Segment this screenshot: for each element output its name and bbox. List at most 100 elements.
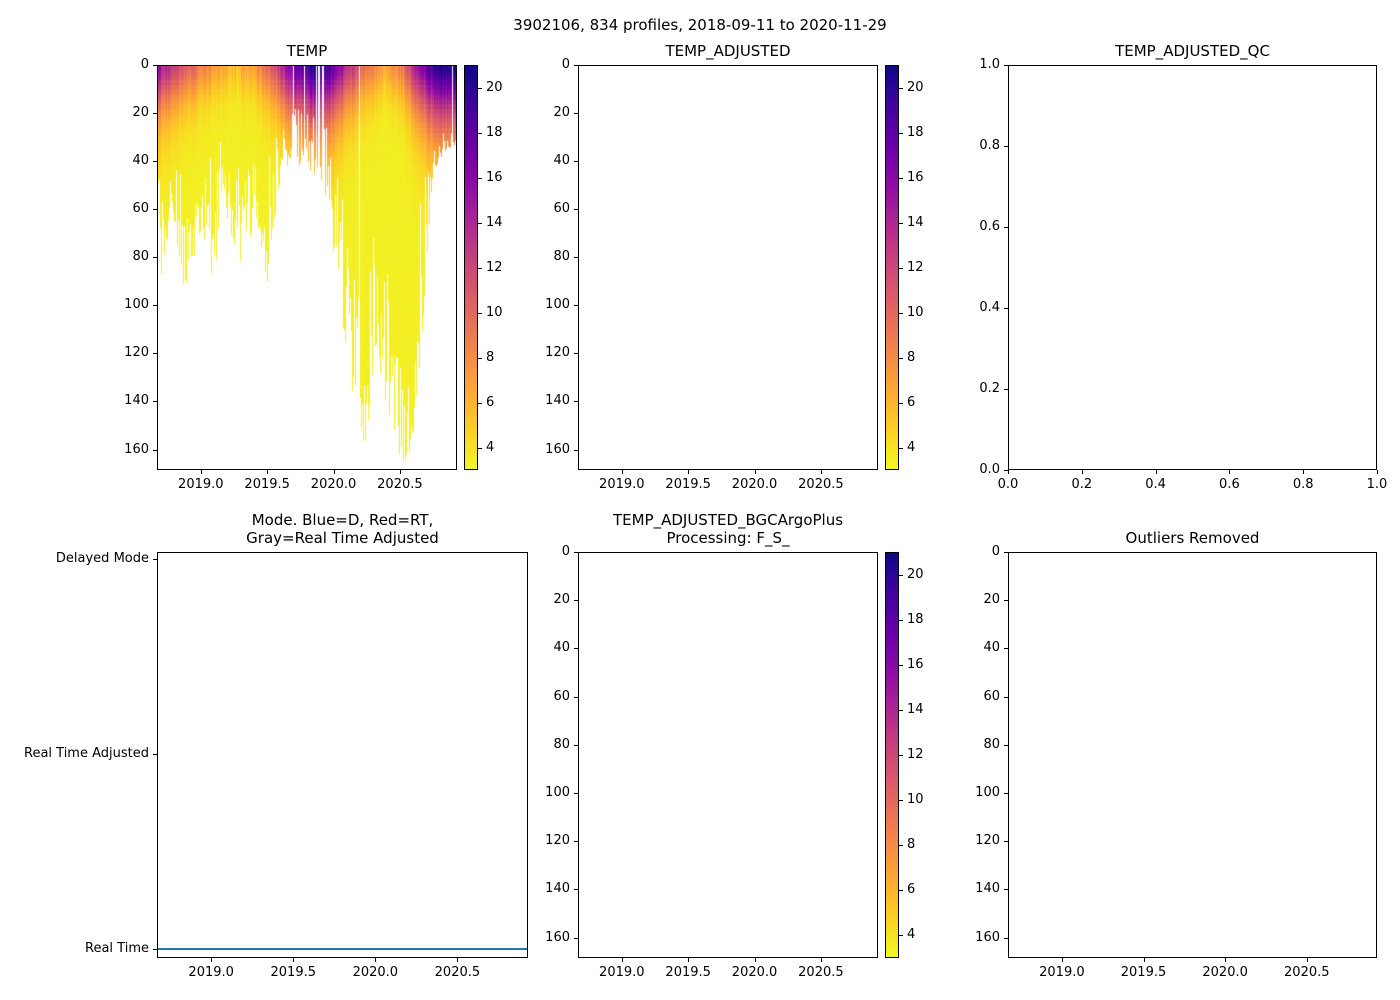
x-tick bbox=[1081, 470, 1083, 474]
x-tick bbox=[457, 958, 459, 962]
x-tick bbox=[333, 470, 335, 474]
y-tick bbox=[574, 648, 578, 650]
title-line: Processing: F_S_ bbox=[666, 529, 790, 547]
y-tick bbox=[574, 744, 578, 746]
colorbar-tick bbox=[899, 177, 903, 179]
x-tick-label: 0.4 bbox=[1145, 477, 1166, 492]
y-tick bbox=[574, 552, 578, 553]
colorbar-tick bbox=[478, 267, 482, 269]
x-tick-label: 2019.0 bbox=[599, 477, 645, 492]
y-tick-label: 0.4 bbox=[979, 300, 1000, 315]
colorbar-tick-label: 8 bbox=[907, 837, 916, 853]
subplot-temp_adjusted_bgc bbox=[578, 552, 878, 958]
y-tick bbox=[153, 559, 157, 561]
x-tick bbox=[688, 958, 690, 962]
colorbar-tick bbox=[478, 312, 482, 314]
x-tick-label: 2019.5 bbox=[270, 965, 317, 980]
y-tick bbox=[153, 305, 157, 307]
y-tick-label: 0 bbox=[140, 57, 149, 72]
y-tick-label: 20 bbox=[553, 105, 570, 121]
x-tick bbox=[754, 958, 756, 962]
y-tick-label: 20 bbox=[983, 592, 1000, 608]
y-tick bbox=[1004, 600, 1008, 602]
colorbar-tick-label: 10 bbox=[907, 304, 924, 320]
y-tick-label: 60 bbox=[553, 688, 570, 704]
x-tick bbox=[375, 958, 377, 962]
y-tick-label: 1.0 bbox=[979, 57, 1000, 72]
subplot-title-temp_adjusted_bgc: TEMP_ADJUSTED_BGCArgoPlus Processing: F_S… bbox=[578, 511, 878, 547]
y-tick bbox=[1004, 389, 1008, 390]
colorbar-tick-label: 10 bbox=[907, 792, 924, 808]
y-tick-label: 40 bbox=[983, 640, 1000, 656]
y-tick bbox=[1004, 146, 1008, 147]
colorbar-tick bbox=[899, 132, 903, 134]
x-tick bbox=[211, 958, 213, 962]
colorbar-tick-label: 6 bbox=[907, 882, 916, 898]
colorbar-tick-label: 16 bbox=[907, 656, 924, 672]
colorbar-tick-label: 6 bbox=[486, 394, 495, 410]
colorbar-tick bbox=[899, 709, 903, 711]
y-tick-label: 0 bbox=[991, 544, 1000, 559]
y-tick bbox=[574, 161, 578, 163]
colorbar-temp_adjusted_bgc bbox=[885, 552, 899, 958]
y-tick-label: 100 bbox=[545, 784, 570, 800]
subplot-temp bbox=[157, 65, 457, 470]
colorbar-tick-label: 16 bbox=[486, 169, 503, 185]
colorbar-tick bbox=[899, 755, 903, 756]
colorbar-temp bbox=[464, 65, 478, 470]
figure-suptitle: 3902106, 834 profiles, 2018-09-11 to 202… bbox=[513, 16, 887, 34]
colorbar-tick-label: 14 bbox=[486, 214, 503, 230]
colorbar-tick bbox=[899, 87, 903, 89]
y-tick bbox=[153, 753, 157, 755]
y-tick bbox=[1004, 937, 1008, 939]
x-tick-label: 1.0 bbox=[1366, 477, 1388, 492]
y-tick bbox=[1004, 744, 1008, 746]
y-tick bbox=[1004, 552, 1008, 553]
y-tick-label: 0.8 bbox=[979, 138, 1000, 153]
y-tick-label: 40 bbox=[553, 640, 570, 656]
colorbar-tick-label: 6 bbox=[907, 394, 916, 410]
y-tick-label: 120 bbox=[545, 345, 570, 361]
y-tick-label: 80 bbox=[553, 249, 570, 265]
x-tick-label: 0.8 bbox=[1292, 477, 1314, 492]
y-tick bbox=[153, 949, 157, 951]
x-tick bbox=[621, 470, 623, 474]
x-tick bbox=[1225, 958, 1227, 962]
y-tick-label: 40 bbox=[132, 153, 149, 169]
y-tick-label: 0.6 bbox=[979, 219, 1000, 234]
subplot-mode bbox=[157, 552, 528, 958]
x-tick bbox=[267, 470, 269, 474]
y-tick-label: 80 bbox=[553, 736, 570, 752]
x-tick-label: 2020.5 bbox=[434, 965, 481, 980]
x-tick bbox=[293, 958, 295, 962]
y-category-label: Delayed Mode bbox=[55, 551, 149, 567]
y-tick bbox=[153, 161, 157, 163]
y-tick bbox=[153, 401, 157, 403]
colorbar-tick-label: 20 bbox=[907, 79, 924, 95]
x-tick bbox=[1229, 470, 1231, 474]
y-tick bbox=[1004, 470, 1008, 471]
colorbar-tick bbox=[899, 447, 903, 449]
y-tick bbox=[1004, 696, 1008, 698]
title-line: TEMP_ADJUSTED_BGCArgoPlus bbox=[612, 511, 844, 529]
x-tick-label: 2020.5 bbox=[377, 477, 423, 492]
colorbar-tick bbox=[899, 402, 903, 404]
x-tick-label: 2019.0 bbox=[1039, 965, 1085, 980]
y-tick bbox=[1004, 792, 1008, 794]
title-line: TEMP_ADJUSTED_QC bbox=[1115, 42, 1270, 60]
x-tick bbox=[1377, 470, 1378, 474]
x-tick bbox=[1143, 958, 1145, 962]
colorbar-tick-label: 18 bbox=[907, 124, 924, 140]
mode-realtime-line bbox=[158, 948, 527, 951]
colorbar-tick bbox=[478, 87, 482, 89]
y-tick-label: 80 bbox=[132, 249, 149, 265]
x-tick bbox=[1306, 958, 1308, 962]
y-tick-label: 0 bbox=[561, 544, 570, 559]
y-tick bbox=[153, 449, 157, 451]
y-tick-label: 120 bbox=[545, 833, 570, 849]
colorbar-tick-label: 4 bbox=[907, 927, 916, 943]
x-tick-label: 2019.5 bbox=[1120, 965, 1167, 980]
subplot-temp_adjusted bbox=[578, 65, 878, 470]
colorbar-tick-label: 8 bbox=[486, 349, 495, 365]
